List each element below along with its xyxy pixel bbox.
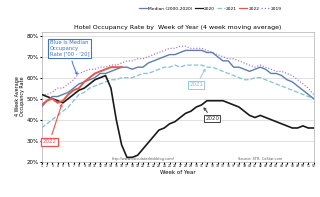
2019 bbox=[178, 45, 182, 47]
Legend: Median (2000-2020), 2020, 2021, 2022, 2019: Median (2000-2020), 2020, 2021, 2022, 20… bbox=[137, 5, 283, 13]
Line: 2019: 2019 bbox=[42, 46, 314, 94]
Line: 2021: 2021 bbox=[42, 65, 314, 128]
2019 bbox=[136, 58, 140, 60]
Text: 2022: 2022 bbox=[43, 105, 62, 144]
2022 bbox=[40, 104, 44, 106]
Median (2000-2020) bbox=[184, 49, 188, 52]
Median (2000-2020) bbox=[296, 85, 300, 87]
2020 bbox=[125, 156, 129, 159]
Text: 2020: 2020 bbox=[204, 108, 219, 121]
Median (2000-2020) bbox=[136, 66, 140, 68]
2022 bbox=[93, 72, 97, 75]
2021 bbox=[61, 110, 65, 112]
2021 bbox=[296, 91, 300, 94]
2021 bbox=[221, 70, 225, 72]
2021 bbox=[40, 127, 44, 129]
2022 bbox=[104, 68, 108, 71]
2019 bbox=[61, 87, 65, 89]
Text: 2021: 2021 bbox=[189, 69, 205, 87]
X-axis label: Week of Year: Week of Year bbox=[160, 170, 196, 175]
2019 bbox=[221, 56, 225, 58]
2020 bbox=[104, 74, 108, 77]
2019 bbox=[210, 51, 214, 54]
2021 bbox=[173, 64, 177, 66]
2020 bbox=[194, 106, 198, 108]
Median (2000-2020) bbox=[312, 98, 316, 100]
2022 bbox=[61, 99, 65, 102]
2021 bbox=[312, 98, 316, 100]
2022 bbox=[50, 98, 54, 100]
2022 bbox=[88, 76, 92, 79]
Median (2000-2020) bbox=[221, 60, 225, 62]
Y-axis label: 4 Week Average
Occupancy Rate: 4 Week Average Occupancy Rate bbox=[14, 77, 25, 116]
2020 bbox=[312, 127, 316, 129]
Median (2000-2020) bbox=[61, 93, 65, 96]
2022 bbox=[66, 93, 70, 96]
Title: Hotel Occupancy Rate by  Week of Year (4 week moving average): Hotel Occupancy Rate by Week of Year (4 … bbox=[74, 25, 281, 30]
2019 bbox=[40, 93, 44, 96]
2022 bbox=[56, 102, 60, 104]
2021 bbox=[210, 66, 214, 68]
2022 bbox=[82, 81, 86, 83]
2022 bbox=[109, 66, 113, 68]
2019 bbox=[296, 79, 300, 81]
2022 bbox=[77, 87, 81, 89]
Text: Blue is Median
Occupancy
Rate ['00 - '20]: Blue is Median Occupancy Rate ['00 - '20… bbox=[50, 40, 89, 74]
Median (2000-2020) bbox=[168, 53, 172, 56]
2020 bbox=[178, 116, 182, 119]
2019 bbox=[312, 93, 316, 96]
2019 bbox=[168, 47, 172, 49]
2022 bbox=[72, 89, 76, 91]
2020 bbox=[61, 102, 65, 104]
2022 bbox=[114, 66, 118, 68]
2020 bbox=[226, 102, 230, 104]
Text: Source: STR, CoStar.com: Source: STR, CoStar.com bbox=[238, 157, 282, 161]
2022 bbox=[120, 66, 124, 68]
Line: 2022: 2022 bbox=[42, 67, 122, 105]
Line: Median (2000-2020): Median (2000-2020) bbox=[42, 50, 314, 107]
2022 bbox=[98, 70, 102, 72]
Median (2000-2020) bbox=[210, 51, 214, 54]
Median (2000-2020) bbox=[40, 106, 44, 108]
2022 bbox=[45, 99, 49, 102]
2020 bbox=[40, 93, 44, 96]
2020 bbox=[216, 99, 220, 102]
Line: 2020: 2020 bbox=[42, 76, 314, 157]
Text: http://www.calculatedriskblog.com/: http://www.calculatedriskblog.com/ bbox=[111, 157, 174, 161]
2021 bbox=[136, 74, 140, 77]
2021 bbox=[168, 66, 172, 68]
2020 bbox=[146, 141, 150, 144]
